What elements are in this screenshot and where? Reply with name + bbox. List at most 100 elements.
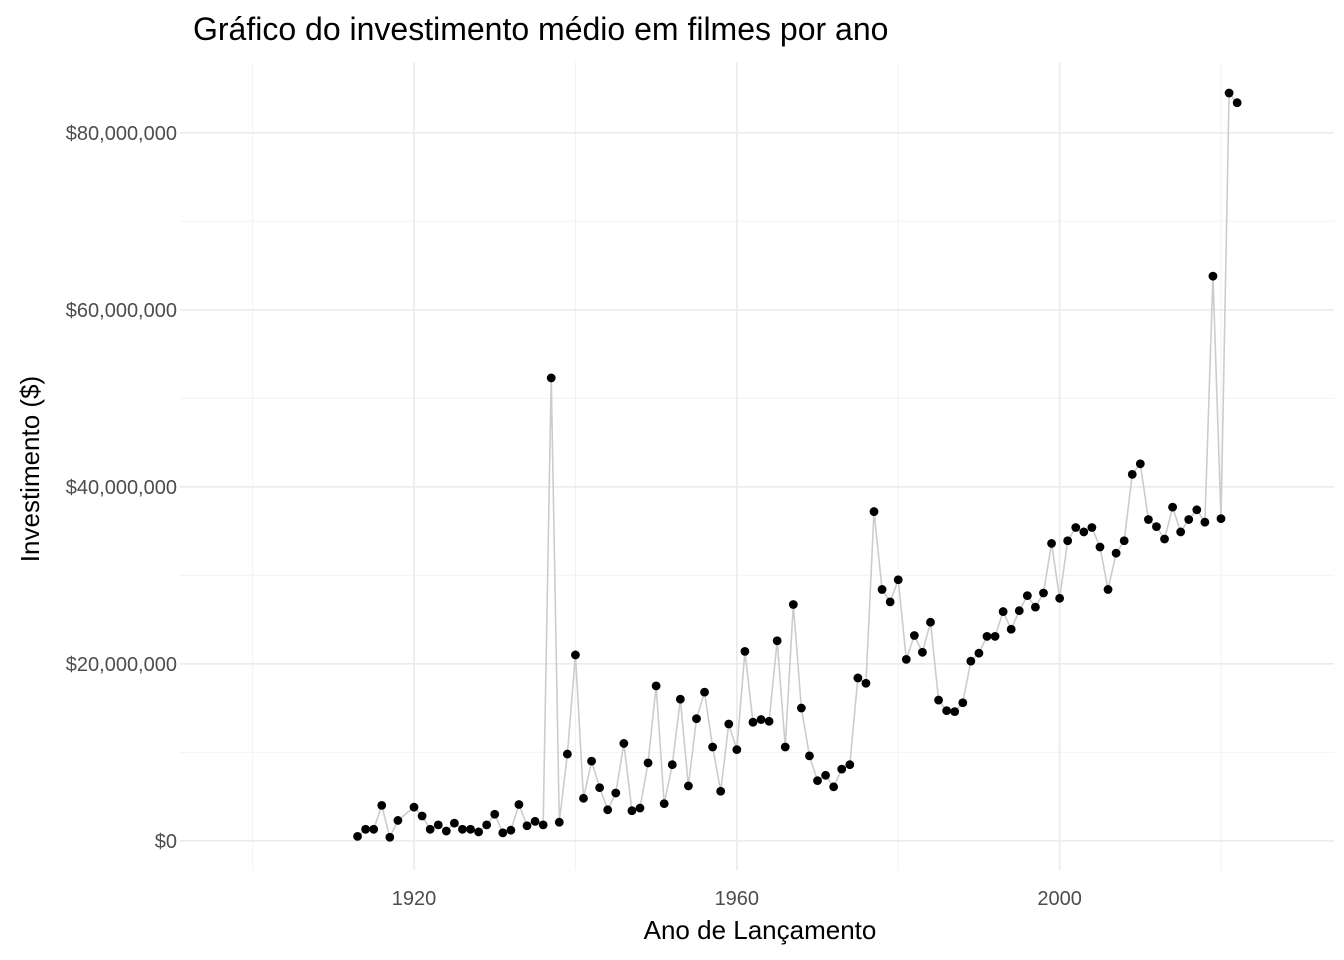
x-tick-label: 1920 xyxy=(392,888,437,910)
data-point xyxy=(361,824,371,834)
data-point xyxy=(716,786,726,796)
data-point xyxy=(974,648,984,658)
y-tick-label: $60,000,000 xyxy=(66,300,177,322)
data-point xyxy=(821,770,830,780)
x-axis-tick-labels: 1920 1960 2000 xyxy=(392,888,1082,910)
data-point xyxy=(740,647,750,656)
minor-gridlines xyxy=(180,62,1334,870)
data-point xyxy=(684,781,693,791)
data-point xyxy=(1200,517,1210,527)
data-point xyxy=(611,788,621,798)
data-point xyxy=(748,717,758,727)
data-point xyxy=(837,764,847,774)
data-point xyxy=(675,694,685,704)
data-point xyxy=(732,745,742,755)
data-point xyxy=(369,824,379,834)
data-point xyxy=(1176,527,1186,537)
data-point xyxy=(659,799,669,809)
data-point xyxy=(1095,542,1105,552)
data-point xyxy=(1208,271,1218,281)
data-point xyxy=(1039,588,1048,598)
data-point xyxy=(490,809,500,819)
data-point xyxy=(458,824,467,834)
data-point xyxy=(869,507,879,516)
data-point xyxy=(845,760,855,770)
data-point xyxy=(1103,585,1113,594)
data-point xyxy=(1135,459,1145,469)
data-point xyxy=(708,742,718,752)
data-point xyxy=(466,824,475,834)
data-point xyxy=(950,707,960,716)
data-point xyxy=(651,681,661,691)
data-point xyxy=(377,801,387,810)
data-point xyxy=(1168,502,1177,512)
data-point xyxy=(530,816,540,826)
data-point xyxy=(692,714,701,724)
data-point xyxy=(619,739,629,748)
data-point xyxy=(538,820,548,830)
data-point xyxy=(700,687,709,697)
points-layer xyxy=(353,88,1242,842)
y-tick-label: $80,000,000 xyxy=(66,123,177,145)
data-point xyxy=(788,600,798,609)
x-tick-label: 1960 xyxy=(715,888,760,910)
data-point xyxy=(579,793,588,803)
data-point xyxy=(1184,515,1194,524)
data-point xyxy=(1014,606,1024,616)
data-point xyxy=(829,782,839,792)
data-point xyxy=(441,826,451,836)
data-point xyxy=(1047,539,1056,548)
data-point xyxy=(554,817,564,827)
x-axis-title: Ano de Lançamento xyxy=(644,915,877,945)
major-gridlines xyxy=(180,62,1334,870)
data-point xyxy=(805,751,814,761)
data-point xyxy=(474,827,483,837)
data-point xyxy=(1006,624,1016,634)
data-point xyxy=(1232,98,1242,108)
data-point xyxy=(409,802,419,812)
data-point xyxy=(1071,523,1081,532)
data-point xyxy=(966,656,976,666)
y-tick-label: $20,000,000 xyxy=(66,654,177,676)
data-point xyxy=(958,698,968,708)
data-point xyxy=(861,678,871,688)
data-point xyxy=(506,825,516,835)
data-point xyxy=(990,631,1000,641)
y-axis-tick-labels: $0 $20,000,000 $40,000,000 $60,000,000 $80,0… xyxy=(66,123,177,853)
data-point xyxy=(1111,548,1121,558)
data-point xyxy=(998,607,1008,616)
data-point xyxy=(918,647,927,657)
data-point xyxy=(813,776,822,786)
data-point xyxy=(1160,534,1169,544)
chart-title: Gráfico do investimento médio em filmes … xyxy=(193,11,888,47)
data-point xyxy=(667,760,677,770)
data-point xyxy=(425,824,435,834)
data-point xyxy=(587,756,596,766)
data-point xyxy=(893,575,903,585)
data-point xyxy=(498,828,508,838)
data-point xyxy=(1087,523,1097,532)
data-point xyxy=(417,811,427,821)
data-point xyxy=(909,631,919,640)
data-point xyxy=(853,673,863,683)
data-point xyxy=(1031,602,1040,612)
data-point xyxy=(1119,536,1129,546)
data-point xyxy=(393,816,403,825)
data-point xyxy=(764,716,774,726)
data-point xyxy=(1055,593,1065,603)
data-point xyxy=(901,654,911,664)
data-point xyxy=(942,706,952,716)
data-point xyxy=(595,783,605,793)
data-point xyxy=(796,703,806,713)
data-point xyxy=(522,821,532,831)
data-point xyxy=(482,820,492,830)
data-point xyxy=(724,719,734,729)
data-point xyxy=(603,805,613,815)
data-point xyxy=(643,758,653,768)
data-point xyxy=(433,820,443,830)
data-point xyxy=(934,695,943,705)
data-point xyxy=(1224,88,1234,98)
data-point xyxy=(877,585,887,594)
data-point xyxy=(562,749,572,759)
